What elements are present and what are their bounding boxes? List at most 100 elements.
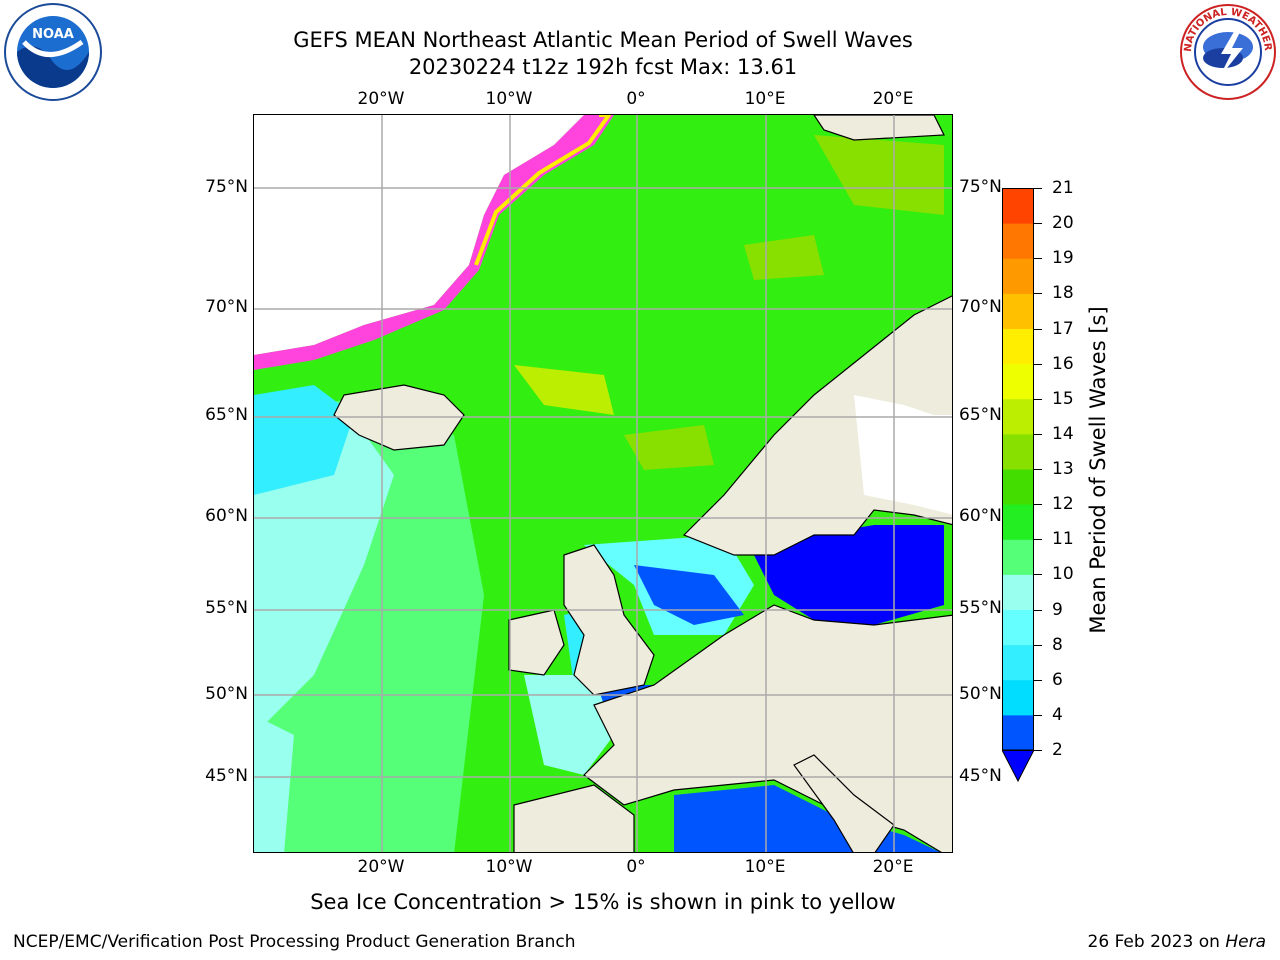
swell-zone-8-9 (254, 405, 394, 735)
colorbar-tick-label: 9 (1052, 599, 1063, 620)
colorbar-tick-mark (1034, 293, 1042, 295)
colorbar-tick-label: 19 (1052, 248, 1074, 269)
colorbar-segment (1002, 504, 1034, 540)
colorbar-tick-mark (1034, 223, 1042, 225)
swell-zone-12-13 (624, 425, 714, 470)
colorbar-title: Mean Period of Swell Waves [s] (1086, 306, 1110, 634)
lat-label-right: 50°N (959, 684, 1002, 704)
colorbar-segment (1002, 574, 1034, 610)
swell-zone-12-13 (814, 135, 944, 215)
lon-label-bottom: 10°W (485, 857, 533, 877)
colorbar-segment (1002, 363, 1034, 400)
colorbar-segment (1002, 679, 1034, 716)
colorbar-segment (1002, 469, 1034, 505)
colorbar-segment (1002, 714, 1034, 751)
colorbar-segment (1002, 328, 1034, 365)
lat-label-right: 65°N (959, 405, 1002, 425)
swell-zone-12-13 (744, 235, 824, 280)
lat-label-left: 65°N (205, 405, 248, 425)
swell-zone-12-13 (514, 365, 614, 415)
lat-label-left: 60°N (205, 506, 248, 526)
colorbar-segment (1002, 609, 1034, 646)
gulf-of-bothnia-ice (854, 395, 952, 515)
lat-label-left: 55°N (205, 598, 248, 618)
lat-label-right: 70°N (959, 297, 1002, 317)
lon-label-bottom: 20°W (357, 857, 405, 877)
colorbar-tick-mark (1034, 433, 1042, 435)
colorbar-tick-label: 11 (1052, 529, 1074, 550)
colorbar-tick-mark (1034, 188, 1042, 189)
lon-label-bottom: 10°E (744, 857, 786, 877)
colorbar-swatches (1001, 188, 1035, 783)
colorbar-segment (1002, 223, 1034, 259)
footer-date-text: 26 Feb 2023 on (1087, 932, 1226, 952)
lat-label-right: 55°N (959, 598, 1002, 618)
italy-landmass (793, 754, 895, 852)
colorbar (1001, 188, 1035, 783)
colorbar-tick-label: 14 (1052, 423, 1074, 444)
graticule (254, 115, 952, 852)
swell-zone-baltic (754, 525, 944, 625)
colorbar-tick-label: 10 (1052, 564, 1074, 585)
colorbar-segment (1002, 539, 1034, 575)
lat-label-left: 70°N (205, 297, 248, 317)
colorbar-tick-mark (1034, 363, 1042, 365)
colorbar-outline (1002, 188, 1034, 751)
colorbar-segment (1002, 188, 1034, 224)
footer-credit: NCEP/EMC/Verification Post Processing Pr… (13, 932, 576, 952)
colorbar-tick-mark (1034, 644, 1042, 646)
map-canvas (254, 115, 952, 852)
colorbar-tick-label: 21 (1052, 178, 1074, 198)
lon-label-bottom: 20°E (872, 857, 914, 877)
chart-subtitle: 20230224 t12z 192h fcst Max: 13.61 (408, 55, 798, 79)
svalbard-landmass (813, 115, 945, 141)
colorbar-tick-label: 6 (1052, 669, 1063, 690)
map-panel (253, 114, 953, 853)
colorbar-under-arrow (1001, 749, 1035, 783)
lat-label-left: 45°N (205, 766, 248, 786)
colorbar-tick-mark (1034, 574, 1042, 576)
ireland-landmass (508, 609, 565, 676)
colorbar-tick-label: 16 (1052, 353, 1074, 374)
colorbar-segment (1002, 433, 1034, 470)
colorbar-segment (1002, 293, 1034, 329)
colorbar-tick-label: 20 (1052, 213, 1074, 234)
colorbar-tick-label: 4 (1052, 704, 1063, 725)
noaa-logo-icon: NOAA (2, 2, 104, 102)
nws-logo-icon: NATIONAL WEATHER SERVICE (1173, 0, 1279, 102)
colorbar-tick-mark (1034, 258, 1042, 260)
colorbar-tick-mark (1034, 609, 1042, 611)
iberia-landmass (513, 784, 635, 852)
continental-europe-landmass (583, 604, 952, 852)
footer-date: 26 Feb 2023 on Hera (1088, 932, 1266, 952)
swell-zone-8-9 (254, 715, 294, 852)
colorbar-segment (1002, 644, 1034, 681)
lon-label-top: 20°E (872, 89, 914, 109)
lon-label-top: 20°W (357, 89, 405, 109)
colorbar-tick-mark (1034, 679, 1042, 681)
colorbar-tick-label: 8 (1052, 634, 1063, 655)
lon-label-bottom: 0° (626, 857, 646, 877)
lat-label-right: 45°N (959, 766, 1002, 786)
colorbar-tick-label: 12 (1052, 494, 1074, 515)
colorbar-segment (1002, 258, 1034, 294)
greenland-landmass (254, 115, 584, 355)
sea-ice-edge-yellow (474, 115, 612, 266)
noaa-logo-text: NOAA (32, 27, 74, 42)
footer-machine: Hera (1225, 932, 1266, 952)
sea-ice-edge (254, 115, 614, 370)
chart-title: GEFS MEAN Northeast Atlantic Mean Period… (293, 28, 913, 52)
colorbar-tick-label: 18 (1052, 283, 1074, 304)
swell-zone-6-8 (254, 385, 354, 495)
colorbar-tick-label: 13 (1052, 459, 1074, 479)
lat-label-right: 60°N (959, 506, 1002, 526)
great-britain-landmass (563, 544, 655, 696)
colorbar-segment (1002, 398, 1034, 435)
lat-label-left: 75°N (205, 177, 248, 197)
colorbar-tick-mark (1034, 504, 1042, 506)
colorbar-tick-mark (1034, 469, 1042, 470)
lon-label-top: 0° (626, 89, 646, 109)
lat-label-left: 50°N (205, 684, 248, 704)
colorbar-tick-label: 15 (1052, 388, 1074, 409)
colorbar-tick-mark (1034, 750, 1042, 751)
